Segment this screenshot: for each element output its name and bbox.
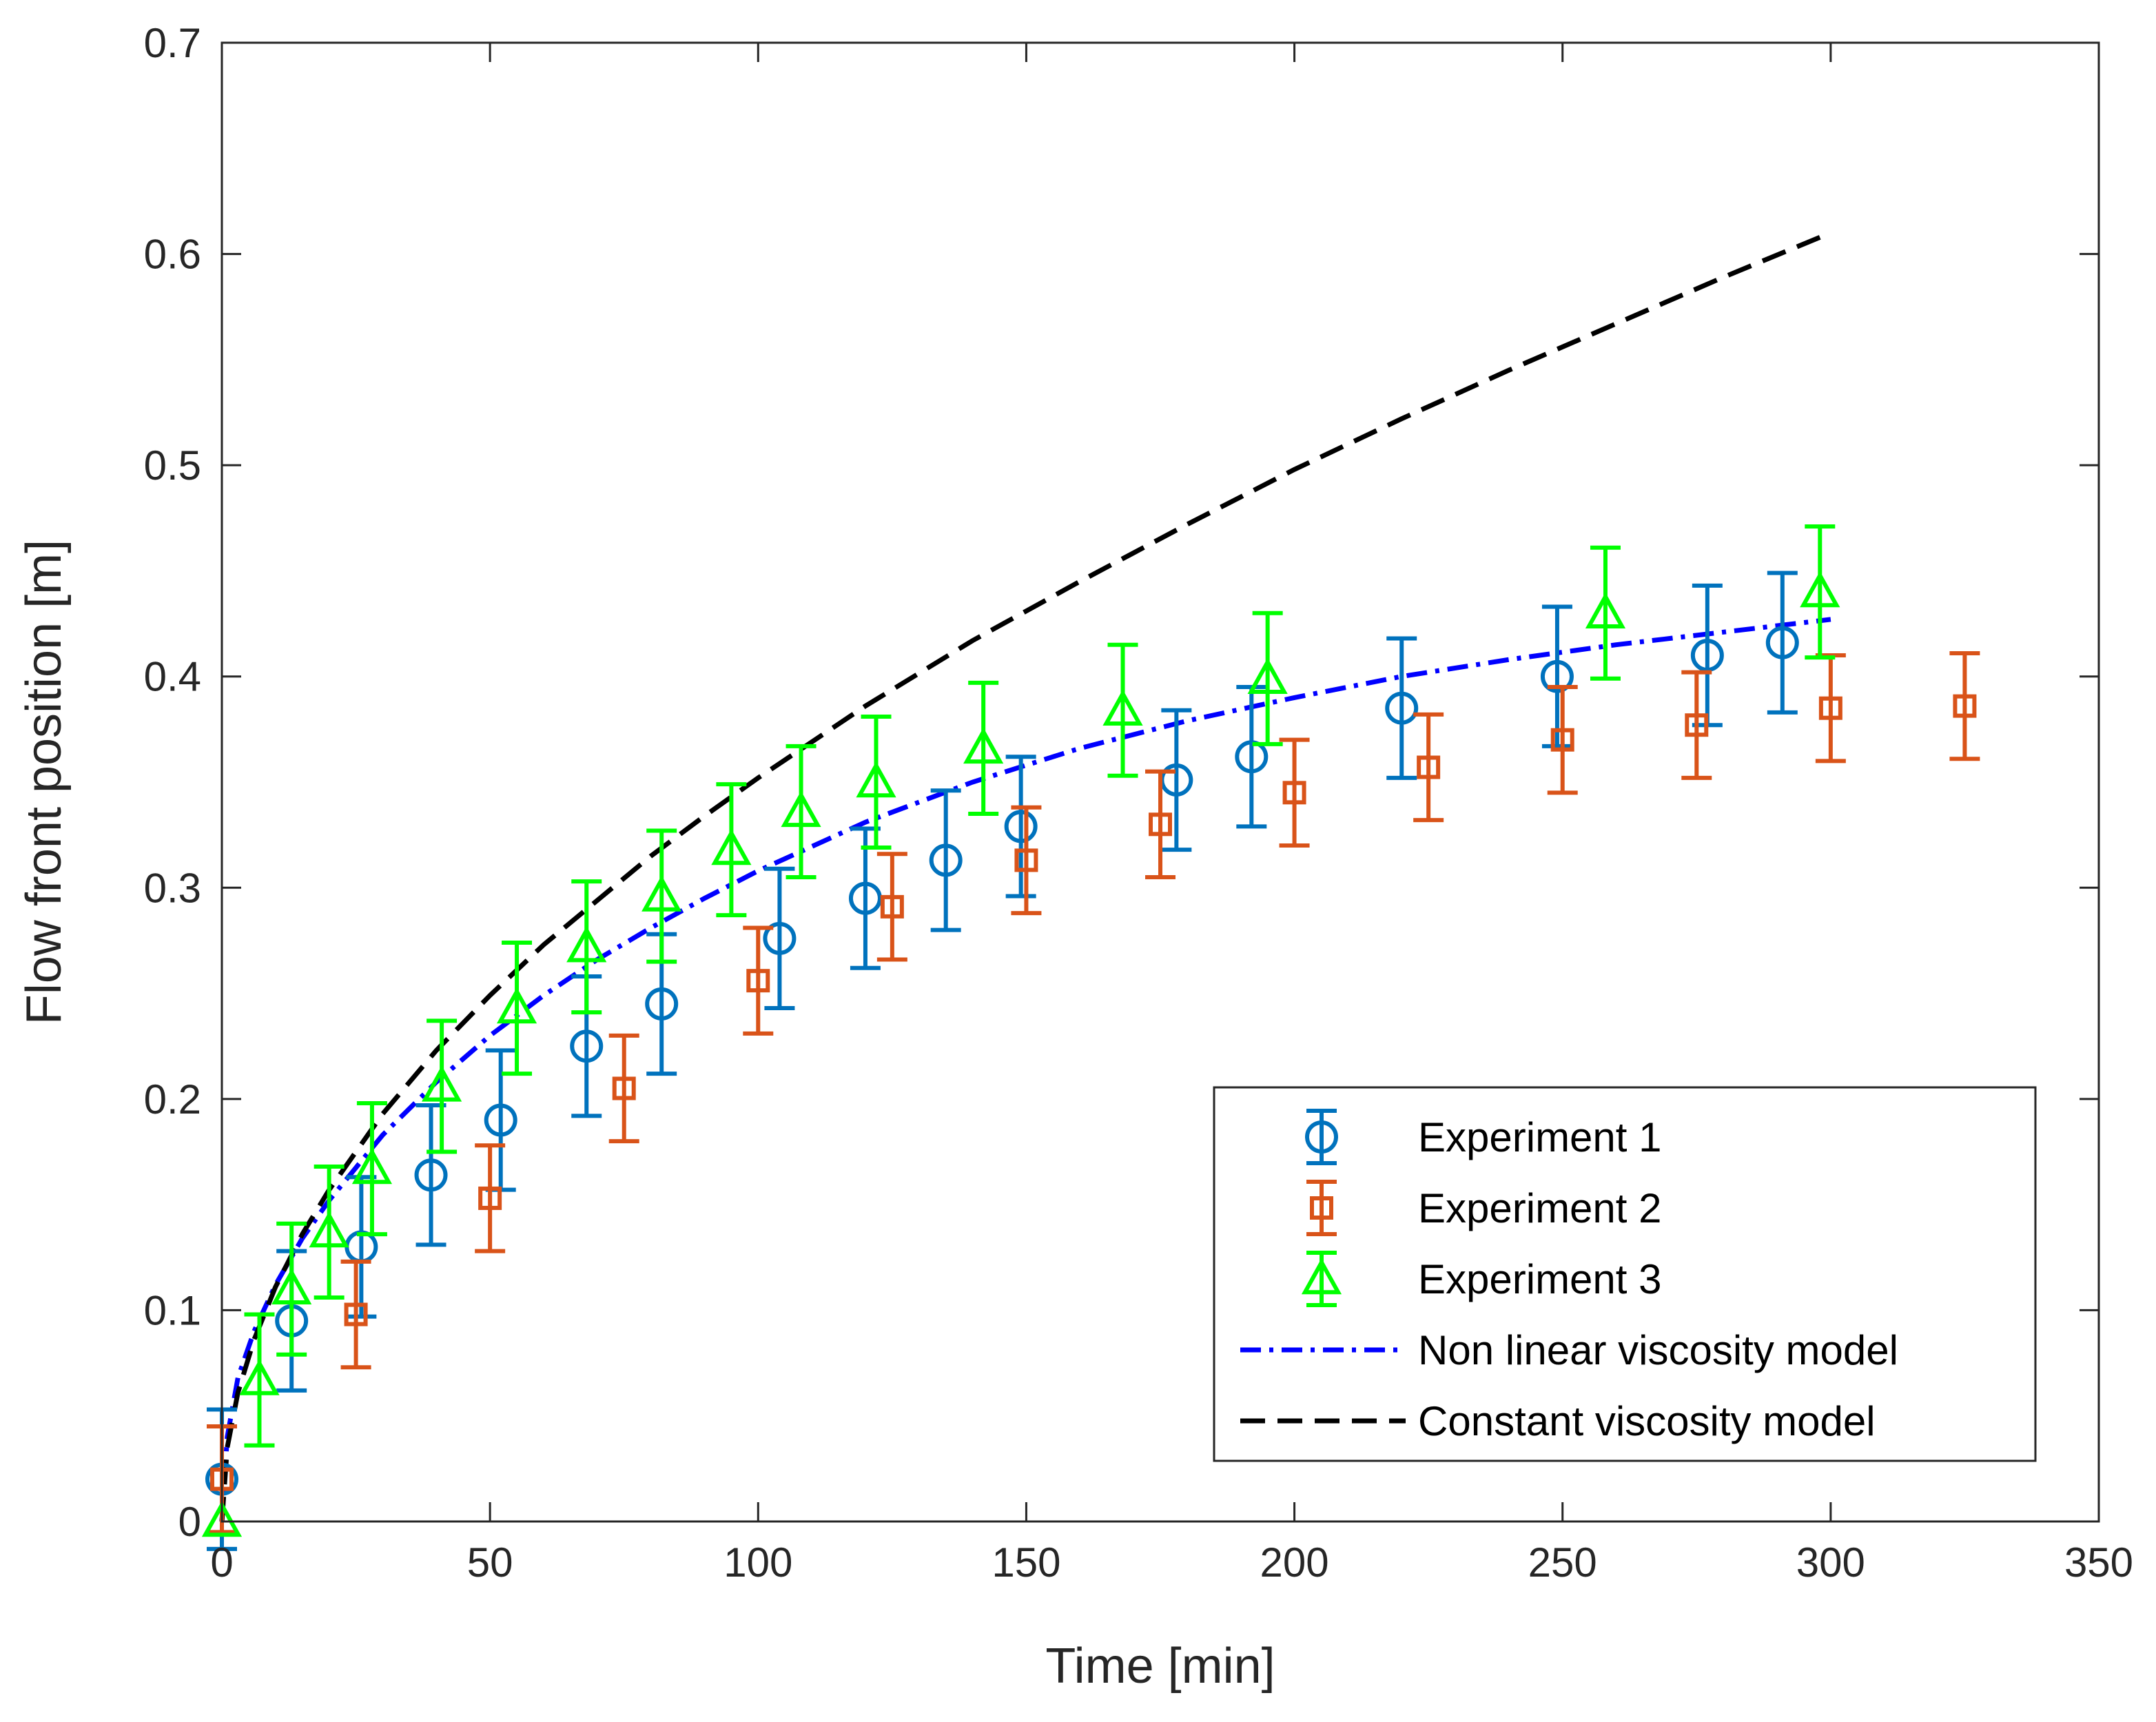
data-point <box>496 987 537 1024</box>
x-tick-label: 200 <box>1260 1539 1329 1586</box>
data-point <box>848 881 882 915</box>
legend-box <box>1213 1086 2037 1462</box>
plot-area <box>201 230 1980 1551</box>
data-point <box>414 1158 448 1192</box>
legend: Experiment 1 Experiment 2 Experiment 3 Non … <box>1213 1086 2037 1462</box>
data-point <box>309 1211 349 1248</box>
data-point <box>351 1147 393 1185</box>
legend-marker <box>1305 1120 1338 1154</box>
legend-marker <box>1310 1196 1333 1220</box>
data-point <box>1585 592 1626 628</box>
data-point <box>641 875 682 912</box>
y-tick-label: 0.2 <box>144 1076 201 1123</box>
data-point <box>1540 659 1574 693</box>
legend-item-1: Experiment 1 <box>1305 1109 1662 1165</box>
data-point <box>478 1186 502 1210</box>
x-axis-label: Time [min] <box>1045 1639 1275 1694</box>
data-point <box>1004 810 1038 843</box>
axes: 0 50 100 150 200 250 300 350 0 0.1 0.2 0.3 0.4 0.5 0.6… <box>144 20 2133 1586</box>
series-2 <box>207 650 1980 1535</box>
data-point <box>963 727 1004 764</box>
data-point <box>566 925 607 963</box>
x-tick-label: 0 <box>210 1539 233 1586</box>
data-point <box>1800 571 1840 608</box>
legend-item-3: Experiment 3 <box>1301 1251 1662 1307</box>
data-point <box>1149 812 1172 837</box>
x-tick-label: 150 <box>992 1539 1060 1586</box>
x-tick-label: 250 <box>1528 1539 1597 1586</box>
y-axis-label: Flow front position [m] <box>17 540 72 1025</box>
legend-label: Constant viscosity model <box>1418 1398 1876 1444</box>
data-point <box>1102 689 1143 726</box>
data-point <box>1690 639 1724 673</box>
legend-item-2: Experiment 2 <box>1306 1180 1662 1236</box>
data-point <box>645 987 679 1021</box>
y-tick-label: 0 <box>178 1499 201 1545</box>
data-point <box>612 1076 636 1100</box>
y-tick-label: 0.6 <box>144 232 201 278</box>
data-point <box>201 1500 243 1537</box>
data-point <box>421 1065 462 1102</box>
y-tick-label: 0.5 <box>144 442 201 489</box>
data-point <box>1818 696 1842 720</box>
y-tick-label: 0.3 <box>144 865 201 911</box>
data-point <box>344 1302 368 1326</box>
legend-marker <box>1301 1258 1342 1295</box>
data-point <box>763 921 797 955</box>
data-point <box>271 1268 312 1304</box>
data-point <box>1235 740 1269 774</box>
data-point <box>1282 781 1306 805</box>
legend-label: Non linear viscosity model <box>1418 1327 1898 1373</box>
x-tick-label: 50 <box>467 1539 513 1586</box>
x-tick-label: 100 <box>723 1539 792 1586</box>
data-point <box>746 969 770 993</box>
data-point <box>1385 691 1419 725</box>
legend-label: Experiment 2 <box>1418 1185 1662 1231</box>
x-tick-label: 300 <box>1796 1539 1865 1586</box>
series-3 <box>201 524 1840 1537</box>
data-point <box>711 828 752 865</box>
data-point <box>929 843 963 877</box>
data-point <box>880 894 904 919</box>
data-point <box>1953 694 1977 718</box>
data-point <box>1247 657 1288 694</box>
y-tick-label: 0.7 <box>144 20 201 66</box>
data-point <box>1550 728 1574 752</box>
data-point <box>1765 626 1799 659</box>
data-point <box>1014 848 1038 872</box>
series-line-5 <box>219 230 1832 1522</box>
legend-label: Experiment 1 <box>1418 1114 1662 1160</box>
data-point <box>856 761 896 798</box>
legend-item-5: Constant viscosity model <box>1240 1398 1876 1444</box>
data-point <box>239 1359 280 1395</box>
data-point <box>781 790 821 828</box>
data-point <box>1685 713 1709 737</box>
y-tick-label: 0.4 <box>144 654 201 700</box>
data-point <box>570 1029 604 1063</box>
legend-item-4: Non linear viscosity model <box>1240 1327 1898 1373</box>
legend-label: Experiment 3 <box>1418 1256 1662 1302</box>
axes-box <box>220 41 2100 1523</box>
y-tick-label: 0.1 <box>144 1287 201 1333</box>
x-tick-label: 350 <box>2064 1539 2133 1586</box>
data-point <box>1417 755 1441 779</box>
data-point <box>484 1103 517 1137</box>
